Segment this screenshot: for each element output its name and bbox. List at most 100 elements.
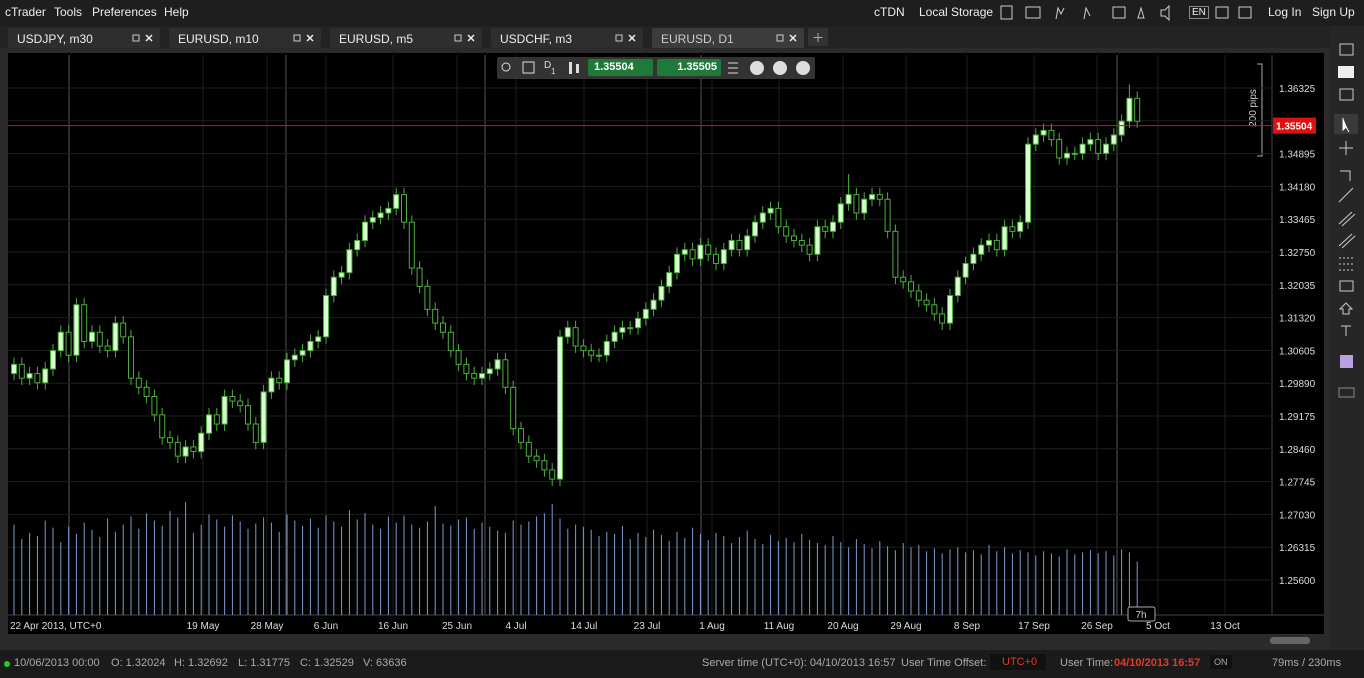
plus-icon[interactable]	[808, 28, 828, 46]
candle-body	[96, 331, 103, 347]
candle-body	[213, 414, 220, 425]
menu-item[interactable]: Preferences	[92, 5, 157, 19]
tab-buttons[interactable]	[130, 28, 160, 48]
y-tick-label: 1.29890	[1279, 379, 1316, 390]
toolbar-icons-right[interactable]	[723, 57, 815, 79]
candle-body	[135, 377, 142, 388]
menu-item[interactable]: cTDN	[874, 5, 905, 19]
tab-buttons[interactable]	[291, 28, 321, 48]
candle-body	[759, 212, 766, 223]
bar-volume: V: 63636	[363, 657, 407, 669]
tab-label[interactable]: EURUSD, m10	[178, 32, 259, 46]
candle-body	[393, 194, 400, 209]
toggle[interactable]: ON	[1210, 655, 1232, 669]
window-icons[interactable]	[1214, 5, 1254, 21]
candle-body	[57, 331, 64, 352]
candle-body	[182, 446, 189, 457]
candle-body	[330, 276, 337, 297]
candle-body	[284, 359, 290, 384]
candle-body	[845, 194, 852, 205]
tab-label[interactable]: EURUSD, D1	[661, 32, 734, 46]
login[interactable]: Log In	[1268, 5, 1302, 19]
candle-body	[26, 373, 33, 379]
y-tick-label: 1.30605	[1279, 346, 1316, 357]
y-tick-label: 1.34180	[1279, 182, 1316, 193]
candle-body	[354, 240, 361, 251]
candle-body	[931, 304, 938, 315]
menu-icons[interactable]	[998, 4, 1178, 22]
signup[interactable]: Sign Up	[1312, 5, 1355, 19]
candle-body	[1048, 129, 1055, 141]
tab-label[interactable]: EURUSD, m5	[339, 32, 414, 46]
candle-body	[954, 276, 961, 297]
candle-body	[151, 395, 158, 416]
ask-button[interactable]: 1.35505	[657, 59, 721, 76]
candle-body	[627, 327, 634, 330]
candle-body	[900, 276, 907, 283]
candle-body	[1095, 139, 1102, 154]
tab[interactable]: EURUSD, D1	[652, 28, 804, 48]
bid-button[interactable]: 1.35504	[588, 59, 653, 76]
tab[interactable]: USDCHF, m3	[491, 28, 643, 48]
y-tick-label: 1.25600	[1279, 576, 1316, 587]
scrollbar[interactable]	[1270, 637, 1310, 644]
candle-body	[11, 363, 17, 375]
tab-label[interactable]: USDJPY, m30	[17, 32, 93, 46]
y-tick-label: 1.31320	[1279, 314, 1316, 325]
candle-body	[42, 368, 49, 384]
x-tick-label: 20 Aug	[827, 621, 858, 632]
y-tick-label: 1.32750	[1279, 248, 1316, 259]
tool-icons[interactable]	[1330, 26, 1364, 406]
candle-body	[112, 322, 119, 352]
candle-body	[518, 428, 524, 443]
tab[interactable]: EURUSD, m10	[169, 28, 321, 48]
bar-time: 10/06/2013 00:00	[14, 657, 100, 669]
candle-body	[65, 331, 72, 356]
language[interactable]: EN	[1189, 6, 1209, 19]
x-tick-label: 4 Jul	[505, 621, 526, 632]
x-tick-label: 19 May	[187, 621, 220, 632]
candle-body	[806, 244, 813, 255]
tab[interactable]: USDJPY, m30	[8, 28, 160, 48]
candle-body	[1134, 97, 1141, 122]
user-time-label: User Time:	[1060, 657, 1114, 669]
tab-bar: USDJPY, m30 EURUSD, m10 EURUSD, m5 USDCHF, …	[0, 26, 1330, 48]
tab-buttons[interactable]	[774, 28, 804, 48]
countdown: 7h	[1135, 610, 1146, 621]
chart-toolbar: D 1 1.35504 1.35505	[497, 57, 815, 79]
period-sub[interactable]: 1	[551, 67, 556, 76]
candle-body	[221, 395, 228, 425]
new-tab[interactable]	[808, 28, 828, 46]
candle-body	[245, 405, 251, 425]
menu-item[interactable]: cTrader	[5, 5, 46, 19]
toolbar-icons[interactable]	[497, 57, 587, 79]
tab[interactable]: EURUSD, m5	[330, 28, 482, 48]
candle-body	[822, 226, 829, 232]
candle-body	[471, 373, 478, 379]
candle-body	[237, 400, 244, 407]
candle-body	[455, 350, 462, 365]
menu-item[interactable]: Tools	[54, 5, 83, 19]
candle-body	[525, 441, 532, 457]
candle-body	[557, 336, 563, 480]
x-tick-label: 17 Sep	[1018, 621, 1050, 632]
tab-buttons[interactable]	[613, 28, 643, 48]
range-label: 200 pips	[1248, 89, 1259, 127]
candle-body	[892, 230, 899, 278]
candle-body	[73, 304, 80, 356]
candle-body	[549, 469, 556, 480]
candle-body	[658, 285, 665, 301]
candle-body	[674, 253, 680, 274]
tab-label[interactable]: USDCHF, m3	[500, 32, 573, 46]
menu-item[interactable]: Help	[164, 5, 189, 19]
price-tag-label: 1.35504	[1276, 122, 1313, 133]
offset-select[interactable]: UTC+0	[990, 654, 1046, 670]
candle-body	[814, 226, 821, 255]
period[interactable]: D	[544, 60, 552, 71]
menu-item[interactable]: Local Storage	[919, 5, 994, 19]
candle-body	[775, 207, 782, 228]
tab-buttons[interactable]	[452, 28, 482, 48]
candle-body	[167, 437, 173, 443]
candle-body	[970, 253, 977, 264]
user-time: 04/10/2013 16:57	[1114, 657, 1201, 669]
